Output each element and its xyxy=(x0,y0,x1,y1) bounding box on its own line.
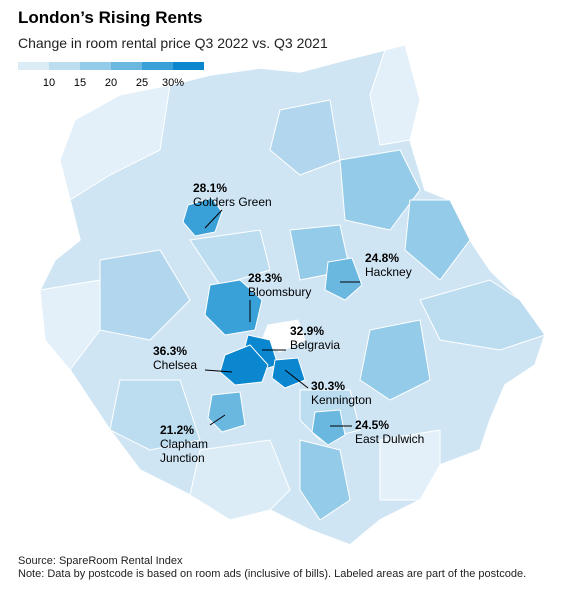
area-patch xyxy=(219,344,269,386)
legend-swatch xyxy=(173,62,204,70)
subtitle: Change in room rental price Q3 2022 vs. … xyxy=(18,35,328,51)
area-value: 30.3% xyxy=(311,379,346,393)
area-value: 32.9% xyxy=(290,324,325,338)
area-name: Hackney xyxy=(365,265,412,279)
legend-swatch xyxy=(80,62,111,70)
area-patch xyxy=(324,257,363,301)
area-name: East Dulwich xyxy=(355,432,425,446)
title: London’s Rising Rents xyxy=(18,8,203,27)
area-name: Bloomsbury xyxy=(248,285,312,299)
area-value: 36.3% xyxy=(153,344,188,358)
legend-tick-label: 10 xyxy=(43,77,55,89)
area-value: 24.5% xyxy=(355,418,390,432)
legend-tick-label: 30% xyxy=(162,77,184,89)
area-name: Chelsea xyxy=(153,358,198,372)
area-label: 28.1% Golders Green xyxy=(193,181,272,209)
note: Note: Data by postcode is based on room … xyxy=(18,568,527,580)
area-value: 28.1% xyxy=(193,181,228,195)
legend-tick-label: 25 xyxy=(136,77,148,89)
area-patch xyxy=(207,391,246,433)
leader-line xyxy=(204,209,223,229)
area-label: 36.3% Chelsea xyxy=(153,344,197,372)
legend-swatch xyxy=(142,62,173,70)
legend-tick-label: 20 xyxy=(105,77,117,89)
leader-line xyxy=(284,369,309,389)
legend-swatch xyxy=(111,62,142,70)
area-value: 24.8% xyxy=(365,251,400,265)
area-name: Clapham Junction xyxy=(160,437,209,465)
area-patch xyxy=(204,279,263,336)
area-name: Kennington xyxy=(311,393,372,407)
area-patch xyxy=(182,197,223,237)
legend-swatch xyxy=(18,62,49,70)
area-label: 24.8% Hackney xyxy=(365,251,412,279)
districts xyxy=(39,44,546,521)
legend-tick-label: 15 xyxy=(74,77,86,89)
area-label: 28.3% Bloomsbury xyxy=(248,271,311,299)
legend-swatch xyxy=(49,62,80,70)
area-value: 28.3% xyxy=(248,271,283,285)
area-name: Belgravia xyxy=(290,338,341,352)
area-value: 21.2% xyxy=(160,423,195,437)
area-label: 21.2% Clapham Junction xyxy=(160,423,220,465)
source: Source: SpareRoom Rental Index xyxy=(18,555,183,567)
area-label: 32.9% Belgravia xyxy=(290,324,340,352)
area-patch xyxy=(311,409,346,446)
leader-line xyxy=(204,369,233,373)
area-label: 30.3% Kennington xyxy=(311,379,372,407)
area-name: Golders Green xyxy=(193,195,272,209)
leader-line xyxy=(209,414,226,426)
area-label: 24.5% East Dulwich xyxy=(355,418,424,446)
